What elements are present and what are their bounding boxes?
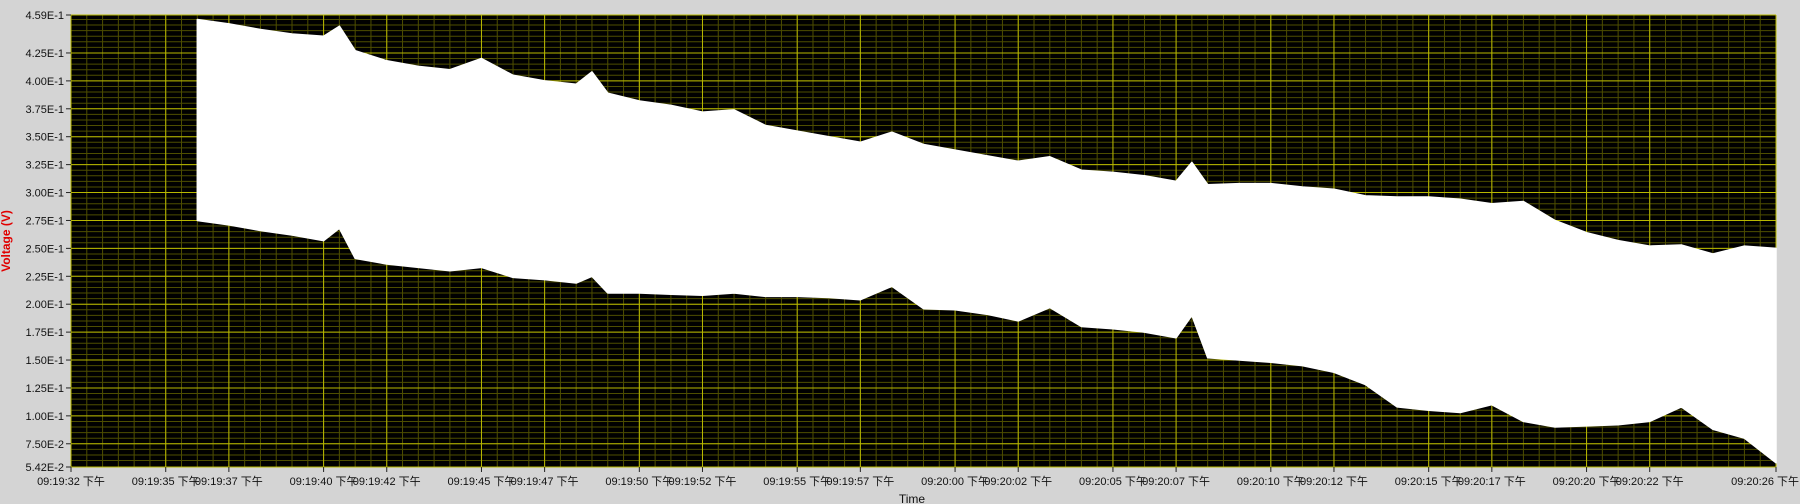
y-tick-label: 1.50E-1 [25, 355, 64, 367]
x-tick-label: 09:20:02 下午 [984, 475, 1052, 488]
x-axis-title: Time [899, 492, 926, 504]
y-tick-label: 3.75E-1 [25, 104, 64, 116]
y-tick-label: 2.25E-1 [25, 271, 64, 283]
y-tick-label: 1.25E-1 [25, 383, 64, 395]
signal-envelope-0 [196, 18, 1777, 464]
x-tick-label: 09:20:07 下午 [1142, 475, 1210, 488]
y-tick-label: 2.75E-1 [25, 215, 64, 227]
x-tick-label: 09:19:35 下午 [132, 475, 200, 488]
y-tick-label: 2.00E-1 [25, 299, 64, 311]
y-axis-title: Voltage (V) [0, 210, 13, 272]
y-tick-label: 3.25E-1 [25, 160, 64, 172]
y-tick-label: 3.00E-1 [25, 188, 64, 200]
y-tick-label: 4.00E-1 [25, 76, 64, 88]
y-tick-label: 4.59E-1 [25, 10, 64, 22]
y-tick-label: 7.50E-2 [25, 439, 64, 451]
y-tick-label: 2.50E-1 [25, 243, 64, 255]
x-tick-label: 09:20:15 下午 [1395, 475, 1463, 488]
x-tick-label: 09:20:17 下午 [1458, 475, 1526, 488]
x-tick-label: 09:19:47 下午 [511, 475, 579, 488]
y-tick-label: 3.50E-1 [25, 132, 64, 144]
x-tick-label: 09:19:57 下午 [826, 475, 894, 488]
x-tick-label: 09:19:32 下午 [37, 475, 105, 488]
x-tick-label: 09:20:26 下午 [1731, 475, 1799, 488]
y-tick-label: 1.75E-1 [25, 327, 64, 339]
x-tick-label: 09:20:20 下午 [1553, 475, 1621, 488]
y-axis: 4.59E-1 4.25E-1 4.00E-1 3.75E-1 3.50E-1 3.25E… [25, 10, 71, 474]
x-tick-label: 09:19:52 下午 [669, 475, 737, 488]
x-tick-label: 09:19:55 下午 [763, 475, 831, 488]
x-tick-label: 09:20:10 下午 [1237, 475, 1305, 488]
x-tick-label: 09:19:45 下午 [448, 475, 516, 488]
x-tick-label: 09:20:12 下午 [1300, 475, 1368, 488]
x-tick-label: 09:19:50 下午 [605, 475, 673, 488]
x-tick-label: 09:20:05 下午 [1079, 475, 1147, 488]
x-tick-label: 09:20:00 下午 [921, 475, 989, 488]
y-tick-label: 5.42E-2 [25, 462, 64, 474]
x-tick-label: 09:19:37 下午 [195, 475, 263, 488]
x-tick-label: 09:19:42 下午 [353, 475, 421, 488]
x-tick-label: 09:20:22 下午 [1616, 475, 1684, 488]
y-tick-label: 4.25E-1 [25, 48, 64, 60]
x-tick-label: 09:19:40 下午 [290, 475, 358, 488]
y-tick-label: 1.00E-1 [25, 411, 64, 423]
signal-area [196, 18, 1777, 464]
